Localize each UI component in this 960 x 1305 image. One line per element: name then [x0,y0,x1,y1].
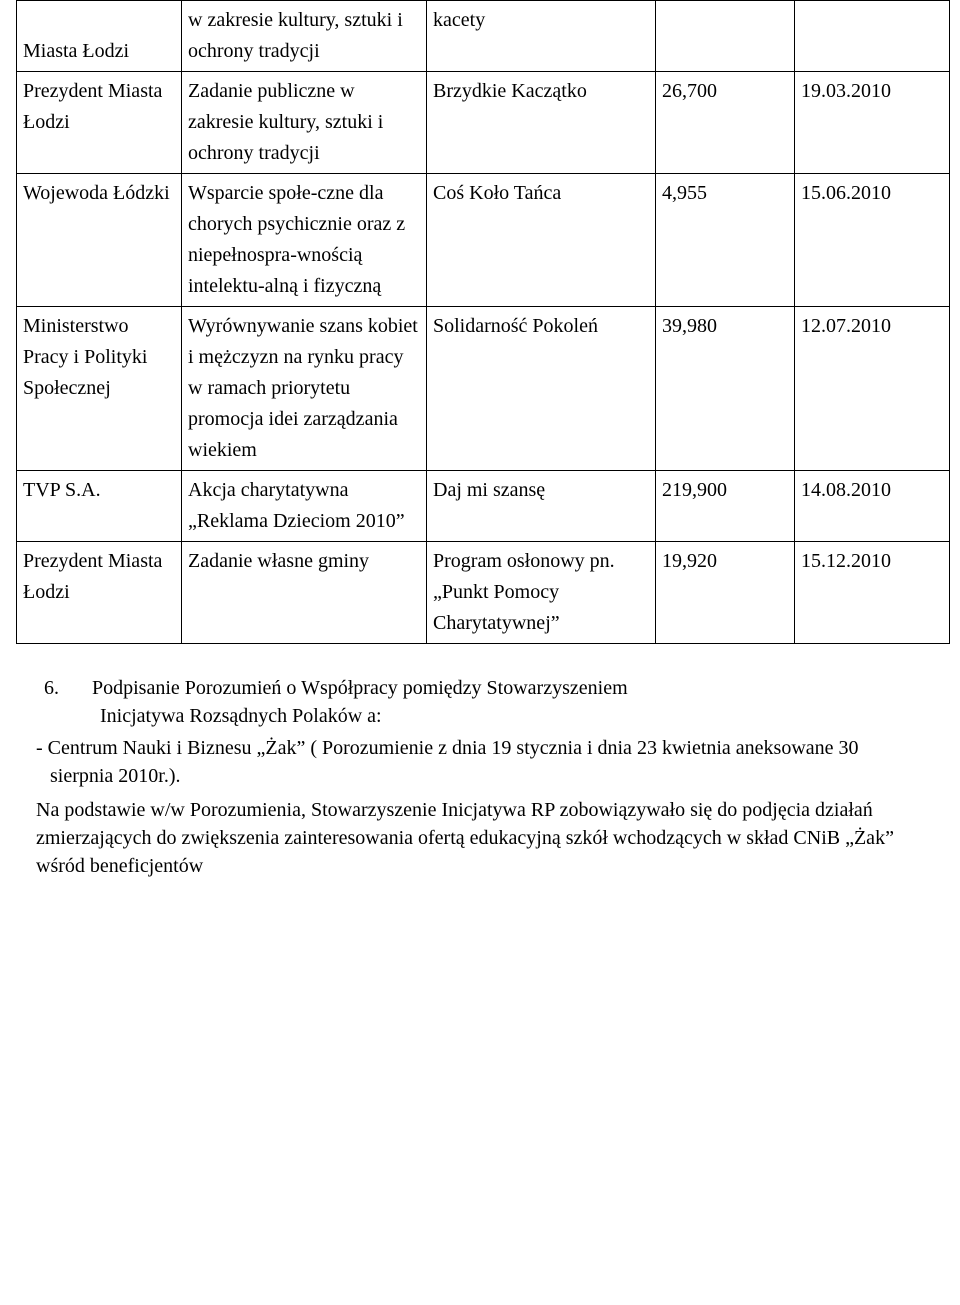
cell-project: Coś Koło Tańca [427,174,656,307]
cell-authority: TVP S.A. [17,471,182,542]
cell-amount: 26,700 [656,72,795,174]
cell-authority: Miasta Łodzi [17,1,182,72]
data-table: Miasta Łodzi w zakresie kultury, sztuki … [16,0,950,644]
cell-task: Akcja charytatywna „Reklama Dzieciom 201… [182,471,427,542]
table-row: TVP S.A. Akcja charytatywna „Reklama Dzi… [17,471,950,542]
numbered-list-item: 6.Podpisanie Porozumień o Współpracy pom… [100,674,924,730]
cell-task: w zakresie kultury, sztuki i ochrony tra… [182,1,427,72]
cell-date: 15.06.2010 [795,174,950,307]
cell-amount [656,1,795,72]
dash-list-item: - Centrum Nauki i Biznesu „Żak” ( Porozu… [50,734,924,790]
cell-date [795,1,950,72]
cell-authority: Prezydent Miasta Łodzi [17,542,182,644]
cell-authority: Ministerstwo Pracy i Polityki Społecznej [17,307,182,471]
cell-task: Zadanie własne gminy [182,542,427,644]
cell-date: 19.03.2010 [795,72,950,174]
list-number: 6. [72,674,92,702]
list-text-line1: Podpisanie Porozumień o Współpracy pomię… [92,677,628,699]
cell-date: 14.08.2010 [795,471,950,542]
cell-task: Wyrównywanie szans kobiet i mężczyzn na … [182,307,427,471]
cell-project: Daj mi szansę [427,471,656,542]
cell-authority: Wojewoda Łódzki [17,174,182,307]
paragraph: Na podstawie w/w Porozumienia, Stowarzys… [36,796,924,880]
cell-project: Solidarność Pokoleń [427,307,656,471]
list-text-line2: Inicjatywa Rozsądnych Polaków a: [100,705,382,727]
cell-task: Wsparcie społe-czne dla chorych psychicz… [182,174,427,307]
table-row: Prezydent Miasta Łodzi Zadanie własne gm… [17,542,950,644]
cell-amount: 39,980 [656,307,795,471]
table-row: Wojewoda Łódzki Wsparcie społe-czne dla … [17,174,950,307]
cell-date: 15.12.2010 [795,542,950,644]
table-row: Miasta Łodzi w zakresie kultury, sztuki … [17,1,950,72]
cell-authority: Prezydent Miasta Łodzi [17,72,182,174]
table-row: Prezydent Miasta Łodzi Zadanie publiczne… [17,72,950,174]
cell-task: Zadanie publiczne w zakresie kultury, sz… [182,72,427,174]
cell-project: Program osłonowy pn. „Punkt Pomocy Chary… [427,542,656,644]
cell-project: kacety [427,1,656,72]
cell-project: Brzydkie Kaczątko [427,72,656,174]
body-text: 6.Podpisanie Porozumień o Współpracy pom… [36,674,924,880]
table-row: Ministerstwo Pracy i Polityki Społecznej… [17,307,950,471]
cell-amount: 219,900 [656,471,795,542]
cell-amount: 4,955 [656,174,795,307]
cell-date: 12.07.2010 [795,307,950,471]
cell-amount: 19,920 [656,542,795,644]
